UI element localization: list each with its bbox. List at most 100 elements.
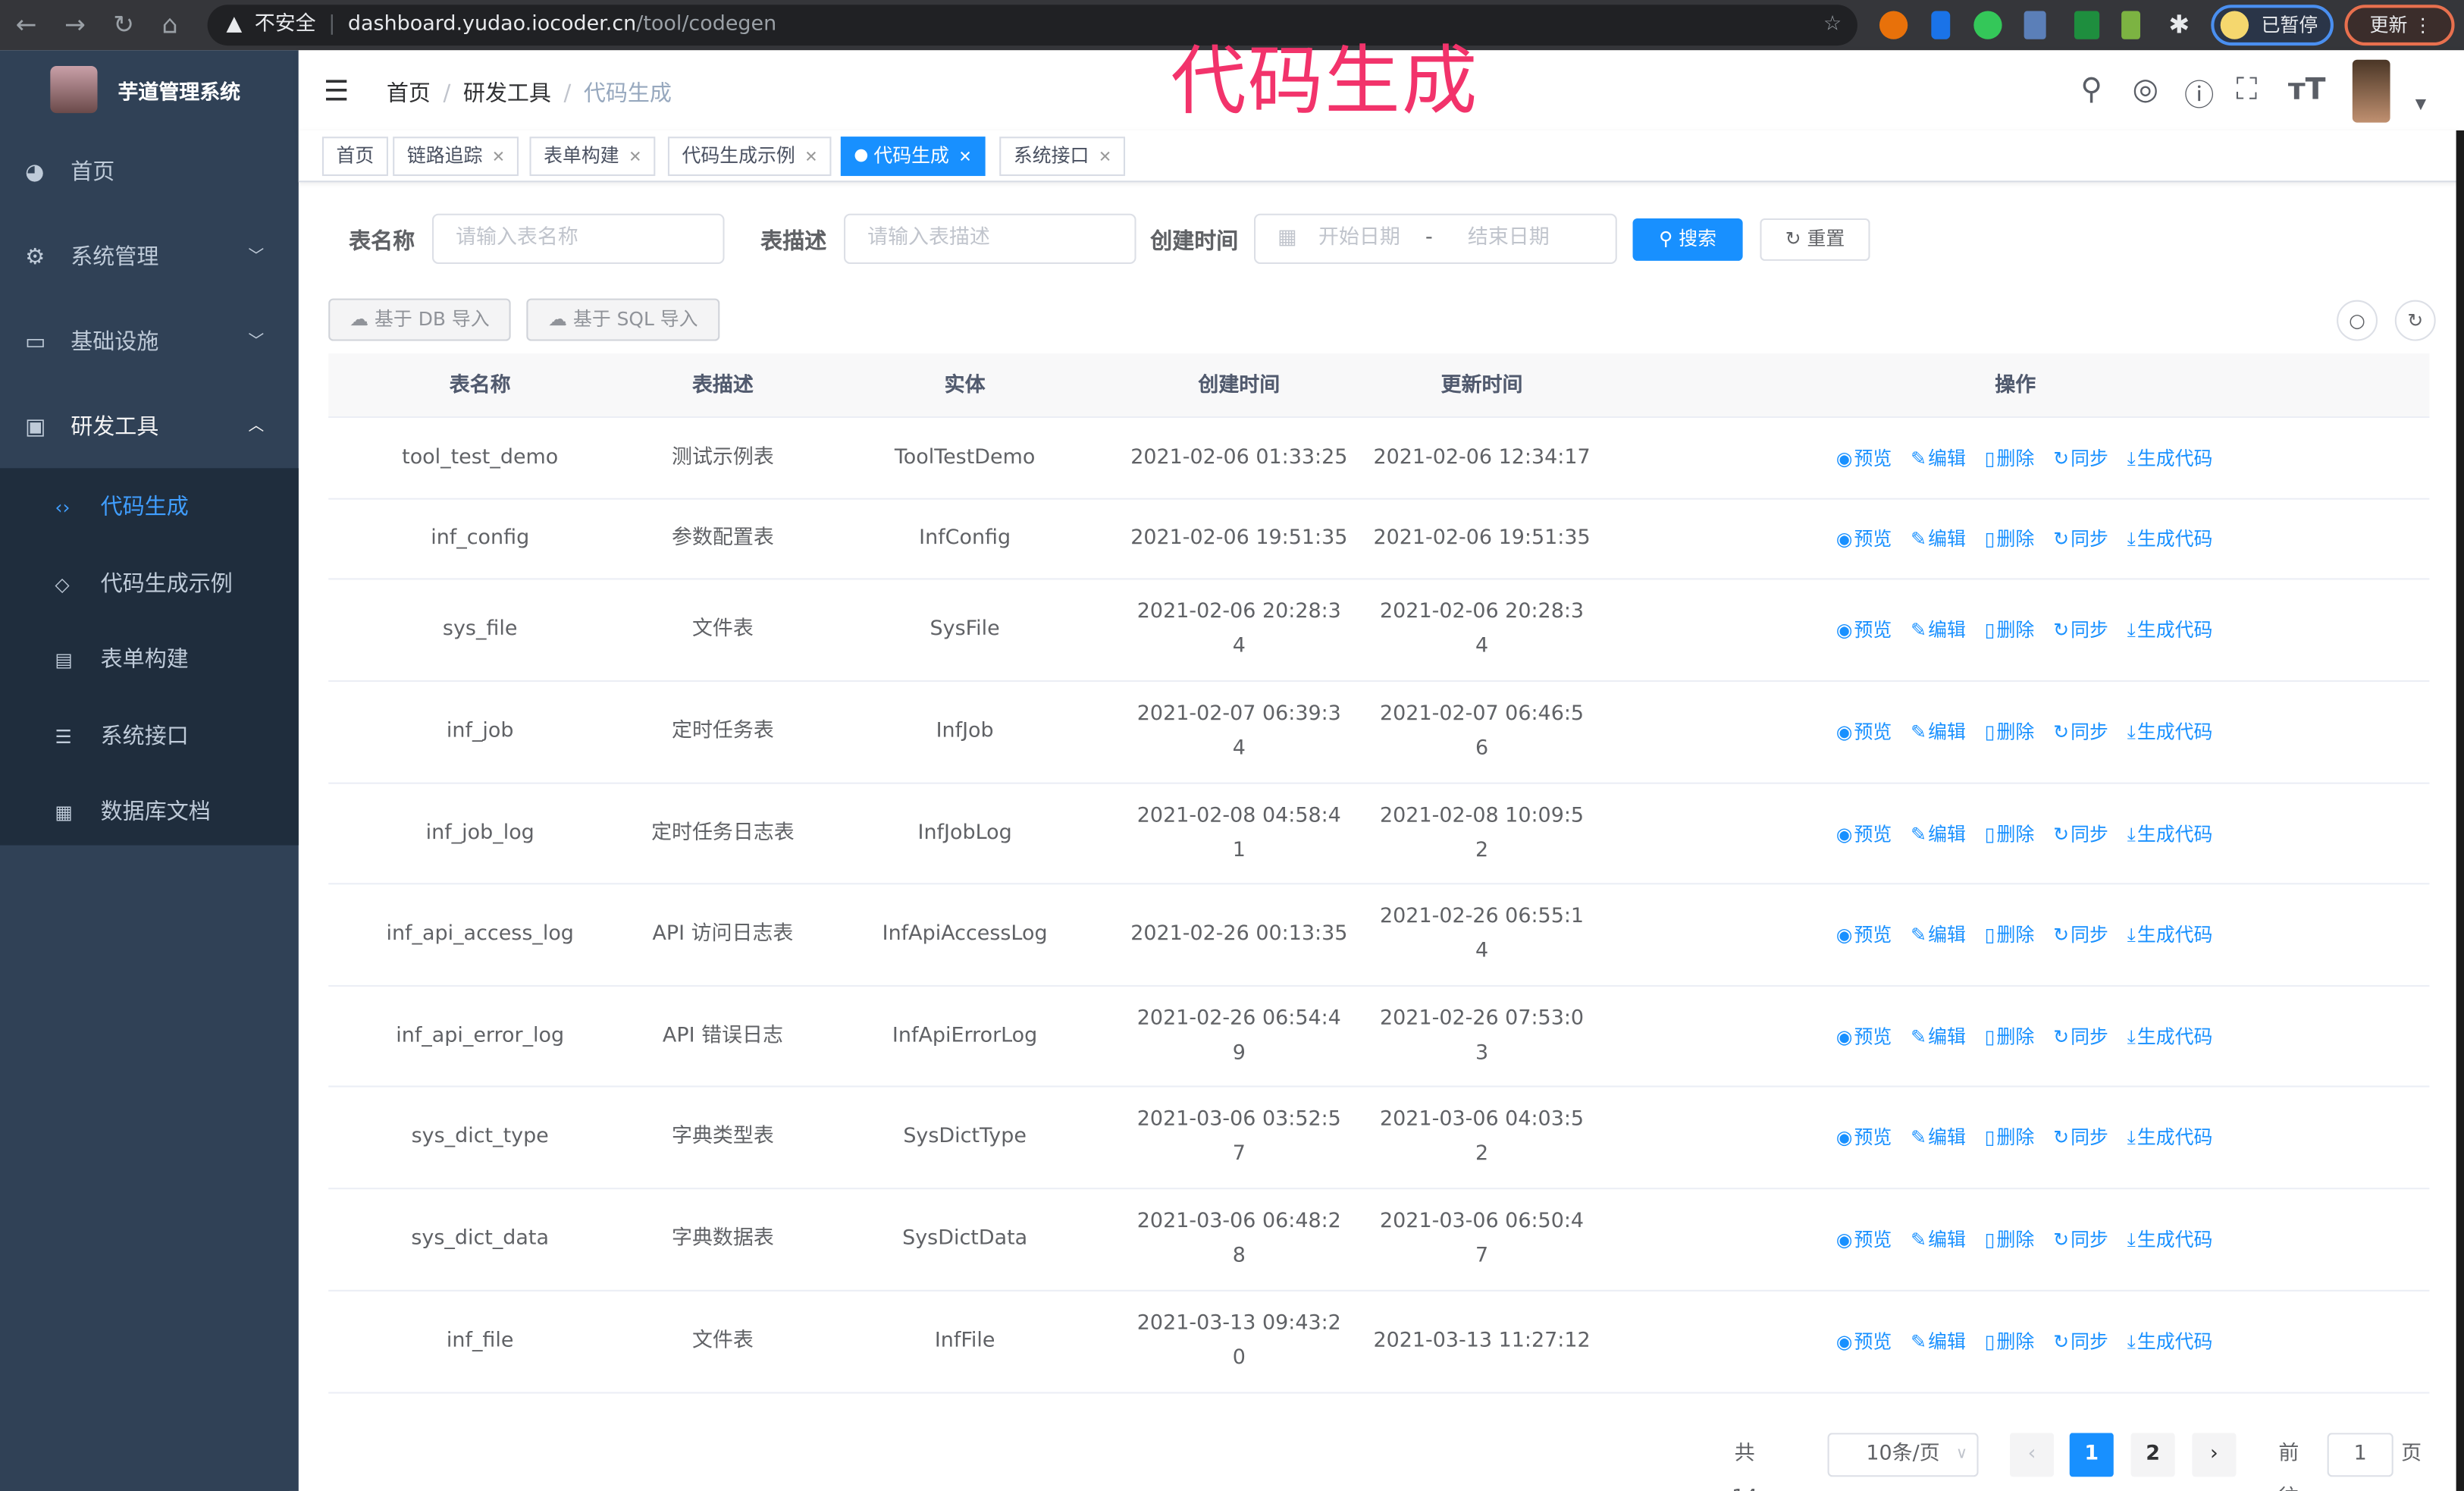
action-generate-button[interactable]: ⤓ 生成代码 — [2127, 1228, 2213, 1251]
action-edit-button[interactable]: ✎ 编辑 — [1911, 447, 1966, 469]
action-sync-button[interactable]: ↻ 同步 — [2053, 1025, 2108, 1047]
extension-icon[interactable] — [2024, 11, 2046, 39]
sidebar-item[interactable]: ▭ 基础设施 ﹀ — [0, 300, 299, 385]
close-icon[interactable]: ✕ — [629, 149, 642, 167]
action-generate-button[interactable]: ⤓ 生成代码 — [2127, 822, 2213, 845]
action-preview-button[interactable]: ◉ 预览 — [1835, 1025, 1892, 1047]
action-preview-button[interactable]: ◉ 预览 — [1835, 924, 1892, 946]
puzzle-icon[interactable]: ✱ — [2168, 9, 2190, 39]
start-date-input[interactable]: 开始日期 — [1318, 226, 1400, 250]
extension-icon[interactable] — [1879, 11, 1908, 39]
fullscreen-icon[interactable]: ⛶ — [2236, 72, 2258, 107]
extension-icon[interactable] — [1931, 11, 1951, 39]
end-date-input[interactable]: 结束日期 — [1467, 226, 1550, 250]
action-preview-button[interactable]: ◉ 预览 — [1835, 447, 1892, 469]
search-button[interactable]: ⚲ 搜索 — [1632, 218, 1743, 261]
home-icon[interactable]: ⌂ — [161, 9, 178, 39]
date-range-picker[interactable]: ▦ 开始日期 - 结束日期 — [1254, 213, 1617, 265]
action-edit-button[interactable]: ✎ 编辑 — [1911, 822, 1966, 845]
sidebar-subitem[interactable]: ‹› 代码生成 — [0, 469, 299, 545]
sidebar-subitem[interactable]: ▤ 表单构建 — [0, 622, 299, 697]
extension-icon[interactable] — [1973, 11, 2002, 39]
page-1-button[interactable]: 1 — [2069, 1433, 2114, 1477]
page-size-select[interactable]: 10条/页 ∨ — [1827, 1433, 1979, 1477]
refresh-button[interactable]: ↻ — [2394, 300, 2436, 341]
action-sync-button[interactable]: ↻ 同步 — [2053, 447, 2108, 469]
action-delete-button[interactable]: ▯ 删除 — [1984, 528, 2035, 551]
action-delete-button[interactable]: ▯ 删除 — [1984, 1025, 2035, 1047]
table-comment-input[interactable]: 请输入表描述 — [844, 213, 1136, 265]
back-icon[interactable]: ← — [15, 9, 37, 39]
action-edit-button[interactable]: ✎ 编辑 — [1911, 528, 1966, 551]
table-name-input[interactable]: 请输入表名称 — [431, 213, 725, 265]
tag-item[interactable]: 链路追踪 ✕ — [393, 137, 519, 177]
close-icon[interactable]: ✕ — [804, 149, 818, 167]
action-preview-button[interactable]: ◉ 预览 — [1835, 822, 1892, 845]
tag-item[interactable]: 代码生成 ✕ — [840, 137, 986, 177]
sidebar-subitem[interactable]: ▦ 数据库文档 — [0, 774, 299, 849]
action-generate-button[interactable]: ⤓ 生成代码 — [2127, 720, 2213, 743]
avatar[interactable] — [2352, 59, 2390, 123]
close-icon[interactable]: ✕ — [1098, 149, 1112, 167]
extension-icon[interactable] — [2074, 11, 2100, 39]
action-sync-button[interactable]: ↻ 同步 — [2053, 619, 2108, 642]
close-icon[interactable]: ✕ — [958, 149, 972, 167]
action-edit-button[interactable]: ✎ 编辑 — [1911, 1228, 1966, 1251]
action-delete-button[interactable]: ▯ 删除 — [1984, 822, 2035, 845]
toggle-search-button[interactable]: ○ — [2337, 300, 2378, 341]
action-sync-button[interactable]: ↻ 同步 — [2053, 528, 2108, 551]
github-icon[interactable]: ◎ — [2132, 72, 2159, 107]
update-button[interactable]: 更新 ⋮ — [2344, 5, 2455, 46]
prev-page-button[interactable]: ‹ — [2009, 1433, 2055, 1477]
action-sync-button[interactable]: ↻ 同步 — [2053, 1228, 2108, 1251]
action-generate-button[interactable]: ⤓ 生成代码 — [2127, 1025, 2213, 1047]
action-edit-button[interactable]: ✎ 编辑 — [1911, 1330, 1966, 1353]
action-edit-button[interactable]: ✎ 编辑 — [1911, 619, 1966, 642]
next-page-button[interactable]: › — [2192, 1433, 2237, 1477]
sidebar-subitem[interactable]: ◇ 代码生成示例 — [0, 546, 299, 621]
action-sync-button[interactable]: ↻ 同步 — [2053, 822, 2108, 845]
tag-item[interactable]: 代码生成示例 ✕ — [667, 137, 832, 177]
extension-icon[interactable] — [2121, 11, 2141, 39]
sidebar-item[interactable]: ◕ 首页 — [0, 130, 299, 215]
action-generate-button[interactable]: ⤓ 生成代码 — [2127, 447, 2213, 469]
sidebar-item[interactable]: ▣ 研发工具 ︿ — [0, 385, 299, 470]
action-preview-button[interactable]: ◉ 预览 — [1835, 528, 1892, 551]
close-icon[interactable]: ✕ — [491, 149, 506, 167]
search-icon[interactable]: ⚲ — [2080, 72, 2103, 107]
sidebar-subitem[interactable]: ☰ 系统接口 — [0, 698, 299, 774]
reset-button[interactable]: ↻ 重置 — [1760, 218, 1870, 261]
action-delete-button[interactable]: ▯ 删除 — [1984, 1228, 2035, 1251]
star-icon[interactable]: ☆ — [1823, 12, 1842, 36]
breadcrumb-item[interactable]: 首页 — [386, 81, 431, 107]
address-bar[interactable]: ▲ 不安全 | dashboard.yudao.iocoder.cn/tool/cod… — [207, 5, 1857, 46]
action-preview-button[interactable]: ◉ 预览 — [1835, 1126, 1892, 1149]
action-generate-button[interactable]: ⤓ 生成代码 — [2127, 528, 2213, 551]
action-preview-button[interactable]: ◉ 预览 — [1835, 619, 1892, 642]
goto-page-input[interactable]: 1 — [2327, 1433, 2393, 1477]
action-edit-button[interactable]: ✎ 编辑 — [1911, 924, 1966, 946]
action-generate-button[interactable]: ⤓ 生成代码 — [2127, 619, 2213, 642]
action-preview-button[interactable]: ◉ 预览 — [1835, 1228, 1892, 1251]
action-edit-button[interactable]: ✎ 编辑 — [1911, 1025, 1966, 1047]
action-sync-button[interactable]: ↻ 同步 — [2053, 924, 2108, 946]
action-delete-button[interactable]: ▯ 删除 — [1984, 1330, 2035, 1353]
action-delete-button[interactable]: ▯ 删除 — [1984, 447, 2035, 469]
sidebar-item[interactable]: ⚙ 系统管理 ﹀ — [0, 215, 299, 300]
page-2-button[interactable]: 2 — [2130, 1433, 2175, 1477]
caret-down-icon[interactable]: ▼ — [2415, 97, 2427, 114]
font-size-icon[interactable]: тT — [2287, 72, 2326, 107]
tag-item[interactable]: 系统接口 ✕ — [999, 137, 1126, 177]
action-delete-button[interactable]: ▯ 删除 — [1984, 720, 2035, 743]
action-generate-button[interactable]: ⤓ 生成代码 — [2127, 1126, 2213, 1149]
action-delete-button[interactable]: ▯ 删除 — [1984, 619, 2035, 642]
action-sync-button[interactable]: ↻ 同步 — [2053, 720, 2108, 743]
action-preview-button[interactable]: ◉ 预览 — [1835, 720, 1892, 743]
action-sync-button[interactable]: ↻ 同步 — [2053, 1330, 2108, 1353]
action-generate-button[interactable]: ⤓ 生成代码 — [2127, 1330, 2213, 1353]
hamburger-icon[interactable]: ☰ — [323, 75, 350, 108]
action-edit-button[interactable]: ✎ 编辑 — [1911, 1126, 1966, 1149]
action-delete-button[interactable]: ▯ 删除 — [1984, 1126, 2035, 1149]
action-delete-button[interactable]: ▯ 删除 — [1984, 924, 2035, 946]
action-edit-button[interactable]: ✎ 编辑 — [1911, 720, 1966, 743]
